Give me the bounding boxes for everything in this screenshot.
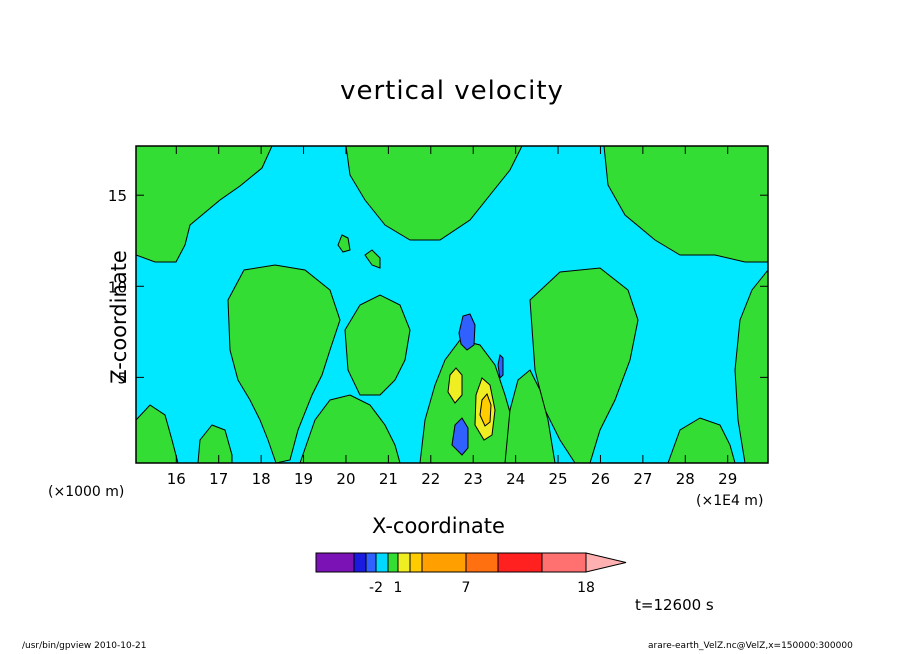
colorbar-label: 7 — [462, 580, 471, 596]
contour-orange — [479, 393, 492, 427]
x-unit-right: (×1E4 m) — [696, 493, 764, 509]
contour-blue-1 — [458, 313, 476, 351]
x-tick-label: 26 — [591, 470, 610, 488]
colorbar-swatch — [353, 552, 367, 573]
footer-command: /usr/bin/gpview 2010-10-21 — [22, 641, 147, 651]
colorbar-label: 1 — [394, 580, 403, 596]
contour-green-top-middle — [345, 146, 523, 241]
y-axis: 5 10 15 — [108, 187, 768, 387]
time-label: t=12600 s — [635, 596, 714, 614]
contour-green-blob-1 — [337, 234, 351, 253]
colorbar-swatch — [465, 552, 499, 573]
x-tick-label: 20 — [336, 470, 355, 488]
colorbar-swatch — [409, 552, 423, 573]
contour-green-mid-left — [227, 264, 341, 463]
colorbar: -2 1 7 18 — [315, 552, 627, 596]
x-tick-label: 19 — [294, 470, 313, 488]
footer-source: arare-earth_VelZ.nc@VelZ,x=150000:300000 — [648, 641, 853, 651]
y-tick-label: 15 — [108, 187, 127, 205]
y-tick-label: 5 — [117, 369, 127, 387]
y-tick-label: 10 — [108, 278, 127, 296]
x-unit-left: (×1000 m) — [48, 484, 125, 500]
colorbar-swatch — [421, 552, 467, 573]
colorbar-swatch — [365, 552, 377, 573]
contour-yellow-1 — [447, 367, 463, 404]
x-tick-label: 18 — [252, 470, 271, 488]
chart-title: vertical velocity — [340, 76, 564, 106]
x-tick-label: 22 — [421, 470, 440, 488]
x-tick-label: 29 — [718, 470, 737, 488]
colorbar-swatch — [397, 552, 411, 573]
contour-green-blob-2 — [364, 249, 381, 269]
colorbar-swatch — [497, 552, 543, 573]
contour-green-bottom-cluster — [299, 394, 401, 463]
contour-green-bottom-right — [667, 417, 736, 463]
contour-green-right-edge — [734, 269, 768, 463]
contour-blue-2 — [451, 417, 469, 456]
x-tick-label: 16 — [167, 470, 186, 488]
x-tick-label: 17 — [209, 470, 228, 488]
y-axis-label: Z-coordinate — [106, 250, 131, 384]
x-tick-label: 23 — [464, 470, 483, 488]
x-tick-label: 28 — [676, 470, 695, 488]
colorbar-swatch — [541, 552, 587, 573]
colorbar-label: -2 — [369, 580, 383, 596]
contour-green-top-left — [136, 146, 273, 263]
contour-green-mid-center — [344, 294, 411, 396]
x-tick-label: 25 — [548, 470, 567, 488]
contour-green-center-right — [529, 267, 639, 463]
contour-green-bottom-left-2 — [197, 424, 233, 463]
x-tick-label: 24 — [506, 470, 525, 488]
contour-blue-3 — [497, 353, 504, 380]
contour-green-top-right — [603, 146, 768, 263]
contour-green-core-2 — [504, 369, 556, 463]
x-axis: 16 17 18 19 20 21 22 23 24 25 26 27 28 29 — [167, 146, 737, 488]
x-axis-label: X-coordinate — [372, 514, 505, 538]
contour-regions — [136, 146, 768, 463]
colorbar-swatch — [375, 552, 389, 573]
contour-green-bottom-left — [136, 404, 179, 463]
colorbar-label: 18 — [577, 580, 595, 596]
x-tick-label: 27 — [633, 470, 652, 488]
colorbar-arrow — [585, 552, 627, 573]
x-tick-label: 21 — [379, 470, 398, 488]
colorbar-swatch — [387, 552, 399, 573]
colorbar-swatch — [315, 552, 355, 573]
plot-frame — [135, 145, 769, 464]
